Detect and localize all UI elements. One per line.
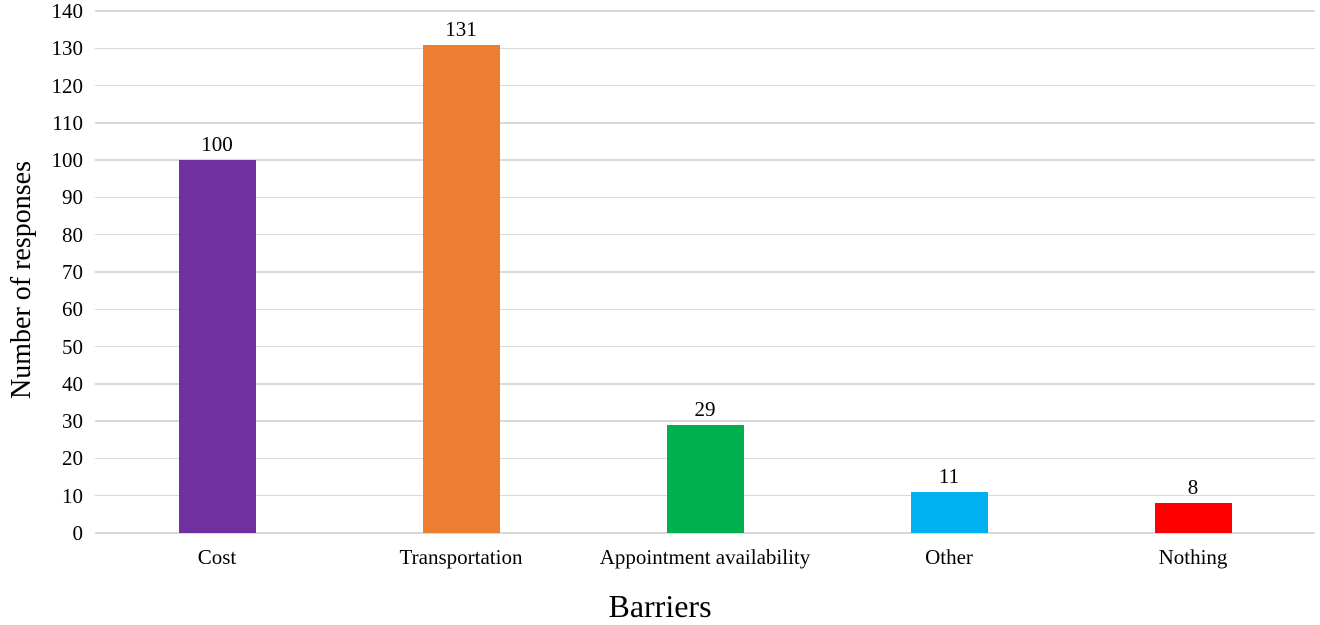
bar-value-label: 8	[1187, 475, 1199, 500]
y-tick-label: 0	[72, 521, 84, 545]
gridline	[95, 84, 1315, 87]
x-axis-category-labels: Cost Transportation Appointment availabili…	[95, 543, 1315, 573]
y-tick-label: 40	[62, 371, 83, 396]
y-tick-label: 120	[51, 73, 84, 98]
gridline	[95, 532, 1315, 534]
y-tick-label: 110	[52, 110, 83, 135]
x-category-label: Cost	[197, 545, 237, 569]
y-tick-label: 20	[62, 446, 83, 471]
bar-other	[910, 492, 988, 533]
x-axis-title: Barriers	[608, 588, 712, 624]
y-tick-label: 90	[62, 185, 83, 210]
bar-value-label: 100	[201, 132, 233, 157]
bar-transportation	[422, 44, 500, 533]
y-tick-label: 130	[51, 36, 84, 61]
bar-nothing	[1154, 503, 1232, 533]
x-category-label: Nothing	[1158, 545, 1228, 569]
x-category-label: Transportation	[399, 545, 523, 569]
gridline	[95, 345, 1315, 348]
x-category-label: Other	[925, 545, 973, 569]
gridline	[95, 159, 1315, 161]
y-axis-tick-labels: 0 10 20 30 40 50 60 70 80 90 100 110 120 130 140	[0, 0, 84, 544]
y-tick-label: 30	[62, 409, 83, 434]
gridline	[95, 47, 1315, 50]
y-tick-label: 80	[62, 222, 83, 247]
gridline	[95, 10, 1315, 12]
y-tick-label: 50	[62, 334, 83, 359]
y-tick-label: 10	[62, 483, 83, 508]
x-category-label: Appointment availability	[599, 545, 811, 569]
y-tick-label: 140	[51, 0, 84, 23]
gridline	[95, 308, 1315, 311]
gridline	[95, 196, 1315, 199]
y-tick-label: 100	[51, 148, 84, 173]
gridline	[95, 122, 1315, 124]
y-tick-label: 60	[62, 297, 83, 322]
bar-value-label: 11	[938, 464, 960, 488]
gridline	[95, 383, 1315, 385]
bar-value-label: 29	[694, 396, 716, 421]
bar-value-label: 131	[445, 16, 477, 41]
gridline	[95, 420, 1315, 422]
bar-appointment-availability	[666, 424, 744, 533]
bar-cost	[178, 160, 256, 533]
gridline	[95, 233, 1315, 236]
plot-area: 100 131 29 11 8	[95, 10, 1315, 534]
gridline	[95, 271, 1315, 273]
y-tick-label: 70	[62, 260, 83, 284]
